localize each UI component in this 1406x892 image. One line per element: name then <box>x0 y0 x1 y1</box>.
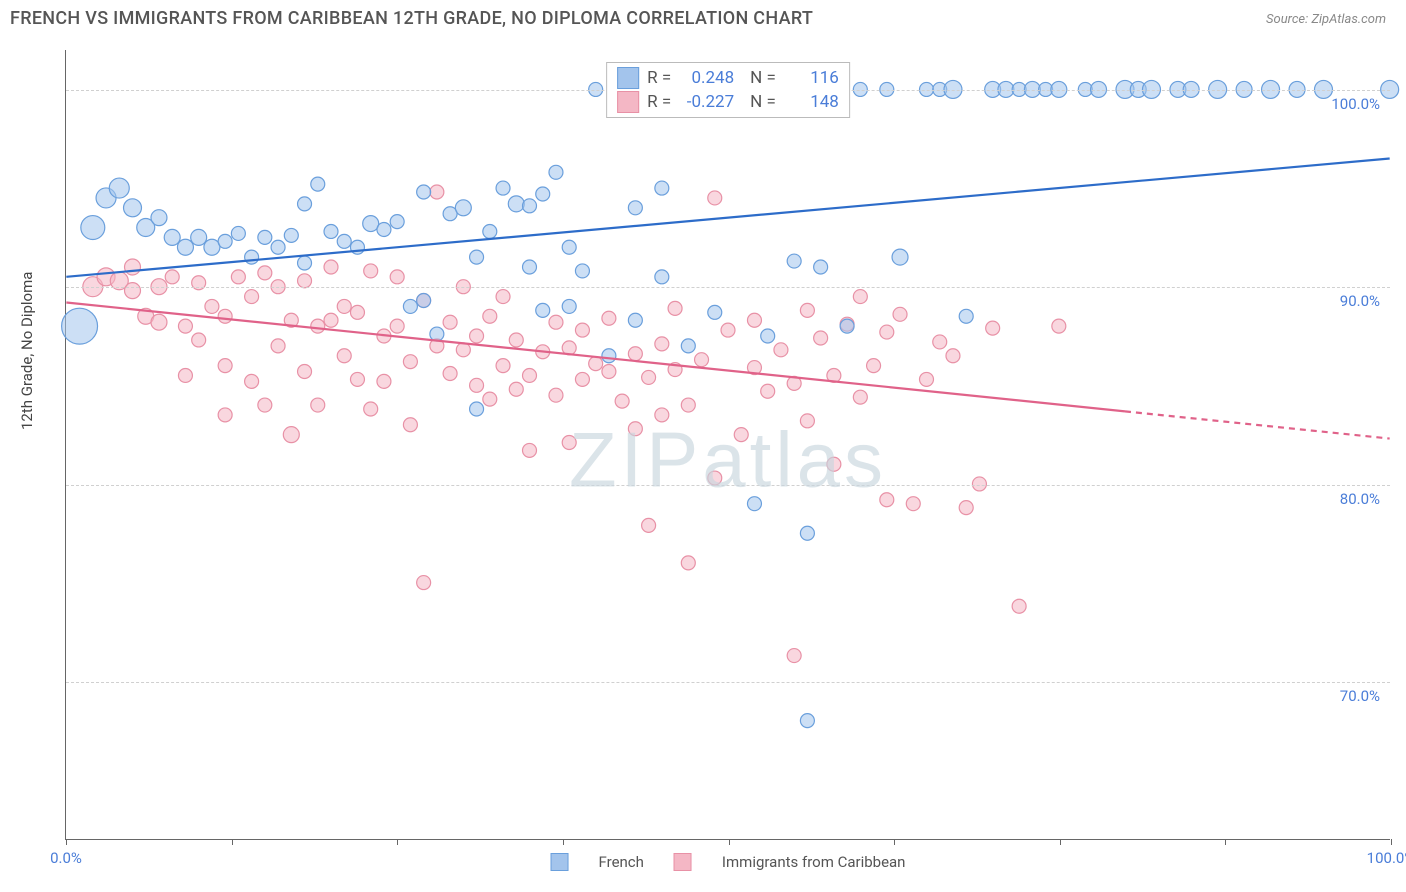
source-label: Source: ZipAtlas.com <box>1266 8 1396 27</box>
scatter-plot-svg <box>66 50 1390 839</box>
y-tick-label: 90.0% <box>1340 292 1380 310</box>
legend-caribbean-swatch <box>674 853 692 871</box>
stats-row-caribbean: R = -0.227 N = 148 <box>617 91 839 113</box>
chart-title: FRENCH VS IMMIGRANTS FROM CARIBBEAN 12TH… <box>10 8 813 29</box>
chart-plot-area: ZIPatlas R = 0.248 N = 116 R = -0.227 N … <box>65 50 1390 840</box>
caribbean-n-value: 148 <box>784 92 839 112</box>
y-tick-label: 100.0% <box>1331 95 1380 113</box>
stats-row-french: R = 0.248 N = 116 <box>617 67 839 89</box>
caribbean-r-value: -0.227 <box>679 92 734 112</box>
caribbean-swatch <box>617 91 639 113</box>
y-axis-label: 12th Grade, No Diploma <box>18 272 36 430</box>
french-swatch <box>617 67 639 89</box>
bottom-legend: French Immigrants from Caribbean <box>551 853 906 871</box>
x-tick-label: 100.0% <box>1367 849 1406 867</box>
legend-french-label: French <box>599 853 644 871</box>
stats-legend-box: R = 0.248 N = 116 R = -0.227 N = 148 <box>606 62 850 118</box>
y-tick-label: 80.0% <box>1340 490 1380 508</box>
x-tick-label: 0.0% <box>50 849 82 867</box>
french-r-value: 0.248 <box>679 68 734 88</box>
french-n-value: 116 <box>784 68 839 88</box>
legend-french-swatch <box>551 853 569 871</box>
y-tick-label: 70.0% <box>1340 687 1380 705</box>
legend-caribbean-label: Immigrants from Caribbean <box>722 853 906 871</box>
